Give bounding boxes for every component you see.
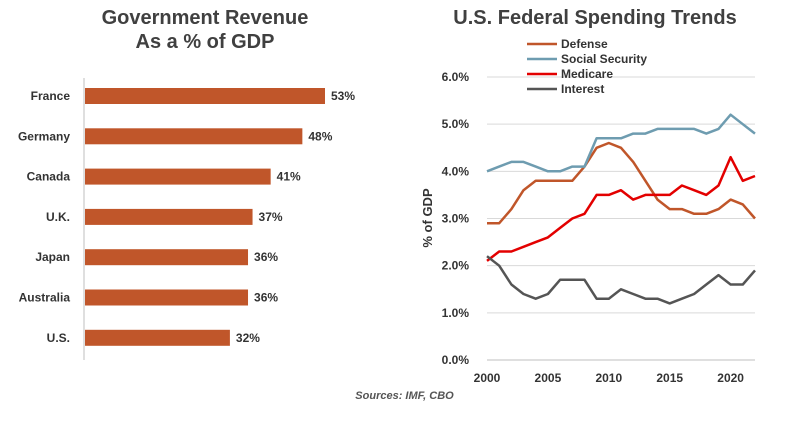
y-tick-label: 4.0%	[442, 164, 470, 178]
legend-label: Defense	[561, 37, 608, 51]
category-label: France	[31, 89, 71, 103]
y-tick-label: 2.0%	[442, 259, 470, 273]
x-tick-label: 2015	[656, 371, 683, 385]
value-label: 36%	[254, 250, 278, 264]
source-note: Sources: IMF, CBO	[355, 390, 454, 402]
legend-label: Medicare	[561, 67, 613, 81]
bar-canada	[85, 168, 271, 185]
value-label: 32%	[236, 331, 260, 345]
category-label: Canada	[27, 170, 71, 184]
y-tick-label: 5.0%	[442, 117, 470, 131]
value-label: 37%	[259, 210, 283, 224]
x-tick-label: 2020	[717, 371, 744, 385]
series-line-social_security	[486, 113, 756, 173]
y-tick-label: 3.0%	[442, 212, 470, 226]
category-label: U.S.	[47, 331, 70, 345]
y-tick-label: 1.0%	[442, 306, 470, 320]
legend-label: Interest	[561, 82, 604, 96]
y-tick-label: 0.0%	[442, 353, 470, 367]
x-tick-label: 2010	[595, 371, 622, 385]
revenue-chart-subtitle: As a % of GDP	[135, 31, 275, 53]
x-tick-label: 2005	[535, 371, 562, 385]
value-label: 36%	[254, 291, 278, 305]
series-line-medicare	[486, 155, 756, 262]
y-axis-title: % of GDP	[420, 188, 435, 248]
value-label: 41%	[277, 170, 301, 184]
value-label: 53%	[331, 89, 355, 103]
legend-label: Social Security	[561, 52, 647, 66]
category-label: Japan	[35, 250, 70, 264]
x-tick-label: 2000	[474, 371, 501, 385]
category-label: Germany	[18, 129, 70, 143]
bar-us	[85, 329, 230, 346]
category-label: Australia	[19, 291, 71, 305]
category-label: U.K.	[46, 210, 70, 224]
bar-australia	[85, 289, 249, 306]
spending-chart-title: U.S. Federal Spending Trends	[453, 7, 737, 29]
bar-france	[85, 88, 325, 104]
y-tick-label: 6.0%	[442, 70, 470, 84]
series-line-interest	[486, 255, 756, 305]
bar-germany	[85, 128, 303, 145]
value-label: 48%	[308, 129, 332, 143]
bar-uk	[85, 208, 253, 225]
series-line-defense	[487, 141, 756, 225]
revenue-chart-title-line1: Government Revenue	[101, 7, 309, 29]
revenue-chart-title: Government Revenue As a % of GDP	[40, 6, 370, 54]
bar-japan	[85, 249, 249, 266]
